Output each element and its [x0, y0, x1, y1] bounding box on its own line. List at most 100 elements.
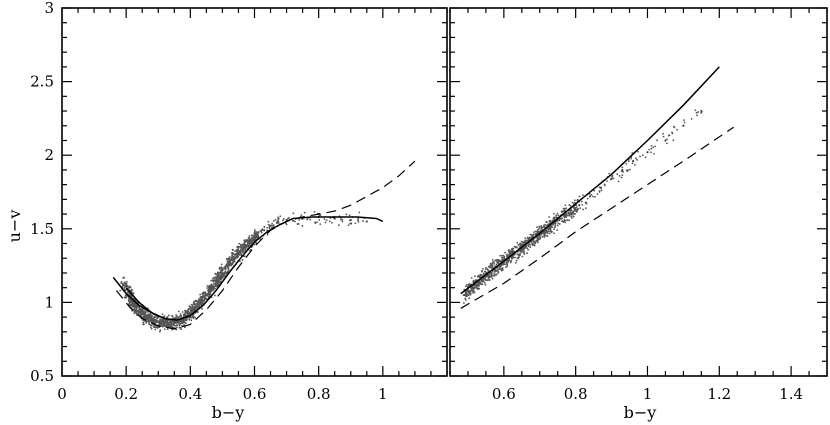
- data-point: [560, 210, 563, 213]
- data-point: [340, 218, 342, 221]
- data-point: [231, 254, 234, 257]
- data-point: [202, 294, 205, 297]
- left-x-axis-title: b−y: [212, 403, 245, 422]
- data-point: [147, 315, 150, 318]
- data-point: [521, 249, 524, 252]
- data-point: [350, 222, 353, 225]
- data-point: [239, 250, 242, 253]
- data-point: [521, 255, 524, 258]
- dashed-curve: [460, 126, 734, 309]
- data-point: [573, 207, 576, 209]
- data-point: [501, 263, 504, 266]
- data-point: [585, 207, 587, 210]
- data-point: [123, 288, 126, 290]
- data-point: [316, 221, 318, 224]
- data-point: [128, 300, 130, 303]
- data-point: [537, 228, 540, 231]
- data-point: [486, 279, 489, 282]
- data-point: [505, 253, 508, 256]
- data-point: [215, 278, 218, 281]
- data-point: [493, 262, 496, 265]
- data-point: [497, 261, 500, 263]
- data-point: [189, 316, 191, 319]
- data-point: [301, 225, 304, 227]
- data-point: [254, 234, 257, 236]
- data-point: [160, 319, 163, 322]
- data-point: [196, 302, 199, 305]
- data-point: [526, 252, 528, 255]
- data-point: [279, 215, 282, 218]
- data-point: [224, 267, 227, 270]
- data-point: [469, 293, 472, 296]
- data-point: [529, 233, 532, 236]
- data-point: [130, 288, 133, 291]
- data-point: [266, 226, 269, 229]
- data-point: [161, 321, 164, 324]
- data-point: [650, 151, 652, 154]
- data-point: [147, 318, 150, 321]
- data-point: [190, 319, 193, 322]
- data-point: [212, 280, 215, 283]
- data-point: [672, 139, 675, 142]
- data-point: [465, 292, 468, 295]
- data-point: [154, 328, 157, 331]
- data-point: [556, 220, 559, 223]
- data-point: [558, 218, 561, 221]
- data-point: [260, 231, 263, 234]
- data-point: [487, 279, 490, 281]
- data-point: [238, 242, 241, 245]
- data-point: [192, 314, 194, 317]
- data-point: [204, 296, 207, 299]
- data-point: [227, 268, 230, 271]
- y-tick-label: 1: [44, 293, 54, 311]
- data-point: [231, 251, 234, 254]
- data-point: [557, 222, 560, 225]
- data-point: [201, 307, 203, 310]
- data-point: [570, 212, 573, 214]
- data-point: [612, 177, 615, 180]
- data-point: [354, 222, 357, 225]
- data-point: [682, 124, 685, 127]
- data-point: [142, 321, 145, 324]
- x-tick-label: 1.4: [779, 385, 803, 403]
- data-point: [179, 315, 182, 318]
- data-point: [548, 227, 551, 230]
- data-point: [482, 279, 485, 282]
- data-point: [296, 223, 299, 225]
- data-point: [598, 190, 601, 193]
- data-point: [214, 277, 216, 279]
- data-point: [318, 218, 321, 221]
- data-point: [239, 260, 241, 263]
- data-point: [553, 226, 556, 229]
- data-point: [224, 270, 227, 273]
- data-point: [285, 223, 288, 226]
- data-point: [491, 277, 494, 280]
- data-point: [573, 199, 576, 202]
- data-point: [213, 282, 215, 285]
- data-point: [593, 189, 596, 192]
- data-point: [162, 319, 165, 322]
- data-point: [199, 293, 201, 296]
- data-point: [245, 246, 248, 249]
- data-point: [126, 285, 129, 288]
- x-tick-label: 1.2: [707, 385, 731, 403]
- data-point: [517, 257, 520, 260]
- data-point: [194, 316, 196, 319]
- data-point: [318, 214, 321, 217]
- data-point: [237, 250, 240, 253]
- data-point: [493, 272, 496, 275]
- data-point: [174, 320, 177, 323]
- data-point: [274, 218, 277, 221]
- data-point: [538, 226, 541, 229]
- data-point: [627, 160, 630, 163]
- data-point: [524, 237, 527, 240]
- data-point: [133, 304, 136, 307]
- data-point: [700, 111, 703, 113]
- data-point: [547, 230, 550, 233]
- data-point: [125, 294, 128, 297]
- data-point: [169, 320, 172, 322]
- data-point: [135, 307, 138, 310]
- data-point: [470, 289, 473, 292]
- data-point: [209, 284, 212, 287]
- data-point: [272, 220, 275, 222]
